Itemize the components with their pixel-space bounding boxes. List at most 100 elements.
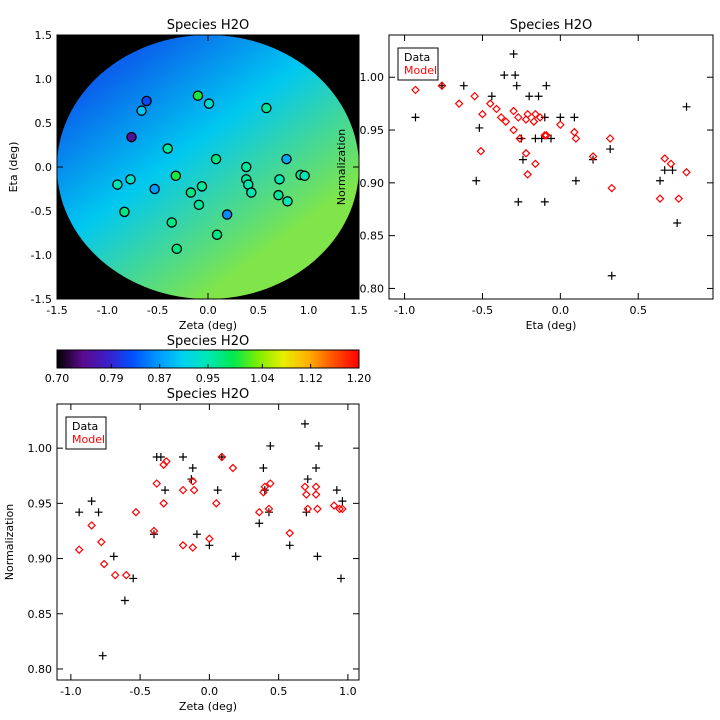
model-point-diamond [509, 125, 518, 135]
data-point-plus [109, 552, 118, 561]
model-point-diamond [110, 570, 120, 580]
star-marker [211, 229, 223, 241]
model-point-diamond [531, 109, 540, 119]
zeta-normalization-panel: -1.0 -0.5 0.0 0.5 1.0 0.80 0.85 0.90 0.95 1.00 Spe… [3, 387, 360, 713]
plot-frame [388, 34, 714, 300]
x-axis-label: Zeta (deg) [179, 700, 237, 713]
model-point-diamond [338, 504, 347, 514]
model-point-diamond [437, 81, 447, 91]
model-point-diamond [509, 106, 518, 116]
star-marker [281, 153, 292, 165]
y-tick-label: -0.5 [31, 205, 52, 218]
x-tick-label: 1.5 [350, 304, 368, 317]
model-point-diamond [531, 159, 540, 169]
data-point-plus [511, 71, 520, 80]
model-point-diamond [555, 120, 565, 130]
model-point-diamond [541, 130, 551, 140]
x-tick-label: 0.5 [270, 685, 288, 698]
data-point-plus [213, 486, 222, 495]
y-tick-label: 1.5 [35, 29, 53, 42]
data-point-plus [556, 113, 565, 122]
model-point-diamond [87, 521, 96, 530]
y-tick-label: 0.85 [28, 608, 53, 621]
data-point-plus [336, 574, 345, 583]
colorbar-tick-label: 0.79 [99, 372, 124, 385]
star-marker [196, 181, 208, 192]
model-point-diamond [501, 117, 511, 126]
x-tick-label: -1.0 [394, 304, 415, 317]
data-point-plus [660, 166, 669, 175]
eta-normalization-panel: -1.0 -0.5 0.0 0.5 0.80 0.85 0.90 0.95 1.00 Specie… [335, 18, 714, 332]
model-point-diamond [211, 499, 221, 508]
model-point-diamond [335, 504, 344, 514]
model-point-diamond [496, 113, 506, 122]
model-point-diamond [228, 463, 238, 473]
colorbar-title: Species H2O [167, 334, 249, 349]
model-point-diamond [605, 134, 615, 143]
star-marker [171, 243, 183, 255]
star-marker [166, 217, 178, 228]
star-marker [203, 98, 215, 109]
y-tick-label: 0.90 [28, 553, 53, 566]
data-point-plus [673, 218, 682, 227]
data-point-plus [668, 166, 677, 175]
star-marker [299, 170, 310, 182]
data-point-plus [302, 508, 311, 517]
model-point-diamond [607, 183, 617, 193]
y-tick-label: 0.95 [360, 124, 385, 137]
legend-box [397, 47, 439, 81]
model-point-diamond [660, 154, 670, 163]
model-point-diamond [521, 148, 531, 158]
x-tick-label: -0.5 [129, 685, 150, 698]
data-point-plus [606, 145, 615, 154]
data-point-plus [75, 508, 84, 517]
x-tick-label: 0.0 [199, 304, 217, 317]
star-marker [126, 131, 137, 143]
model-point-diamond [188, 476, 198, 486]
model-point-diamond [205, 534, 214, 544]
model-point-diamond [159, 499, 169, 508]
model-point-diamond [260, 482, 270, 492]
star-marker [162, 143, 173, 154]
model-point-diamond [178, 540, 188, 550]
data-point-plus [338, 497, 347, 506]
model-point-diamond [411, 85, 420, 95]
model-point-diamond [476, 146, 486, 156]
model-point-diamond [470, 91, 480, 101]
star-marker [210, 153, 222, 165]
y-tick-label: 0.90 [360, 177, 385, 190]
data-point-plus [312, 464, 321, 473]
model-point-diamond [529, 117, 539, 126]
star-marker [141, 95, 152, 107]
model-point-diamond [121, 570, 131, 580]
data-point-plus [266, 441, 275, 450]
legend-model-label: Model [72, 433, 105, 446]
model-point-diamond [96, 537, 106, 547]
model-point-diamond [478, 109, 487, 119]
model-point-diamond [189, 485, 199, 495]
model-point-diamond [217, 452, 227, 462]
chart-title: Species H2O [167, 387, 249, 402]
data-point-plus [487, 92, 496, 101]
model-point-diamond [149, 526, 159, 536]
data-point-plus [534, 92, 543, 101]
model-point-diamond [188, 543, 198, 552]
data-point-plus [607, 271, 616, 280]
x-tick-label: 0.0 [201, 685, 219, 698]
chart-title: Species H2O [510, 18, 592, 33]
star-marker [119, 206, 130, 218]
x-tick-label: 0.0 [552, 304, 570, 317]
plot-frame [56, 403, 360, 681]
y-tick-label: 0.80 [360, 282, 385, 295]
model-point-diamond [513, 113, 523, 122]
chart-title: Species H2O [167, 18, 249, 33]
data-point-plus [94, 508, 103, 517]
data-point-plus [313, 552, 322, 561]
star-marker [261, 102, 272, 114]
star-marker [185, 187, 197, 198]
data-point-plus [500, 71, 509, 80]
y-tick-label: -1.0 [31, 249, 52, 262]
model-point-diamond [523, 109, 532, 119]
data-point-plus [255, 519, 264, 528]
model-point-diamond [454, 99, 464, 108]
